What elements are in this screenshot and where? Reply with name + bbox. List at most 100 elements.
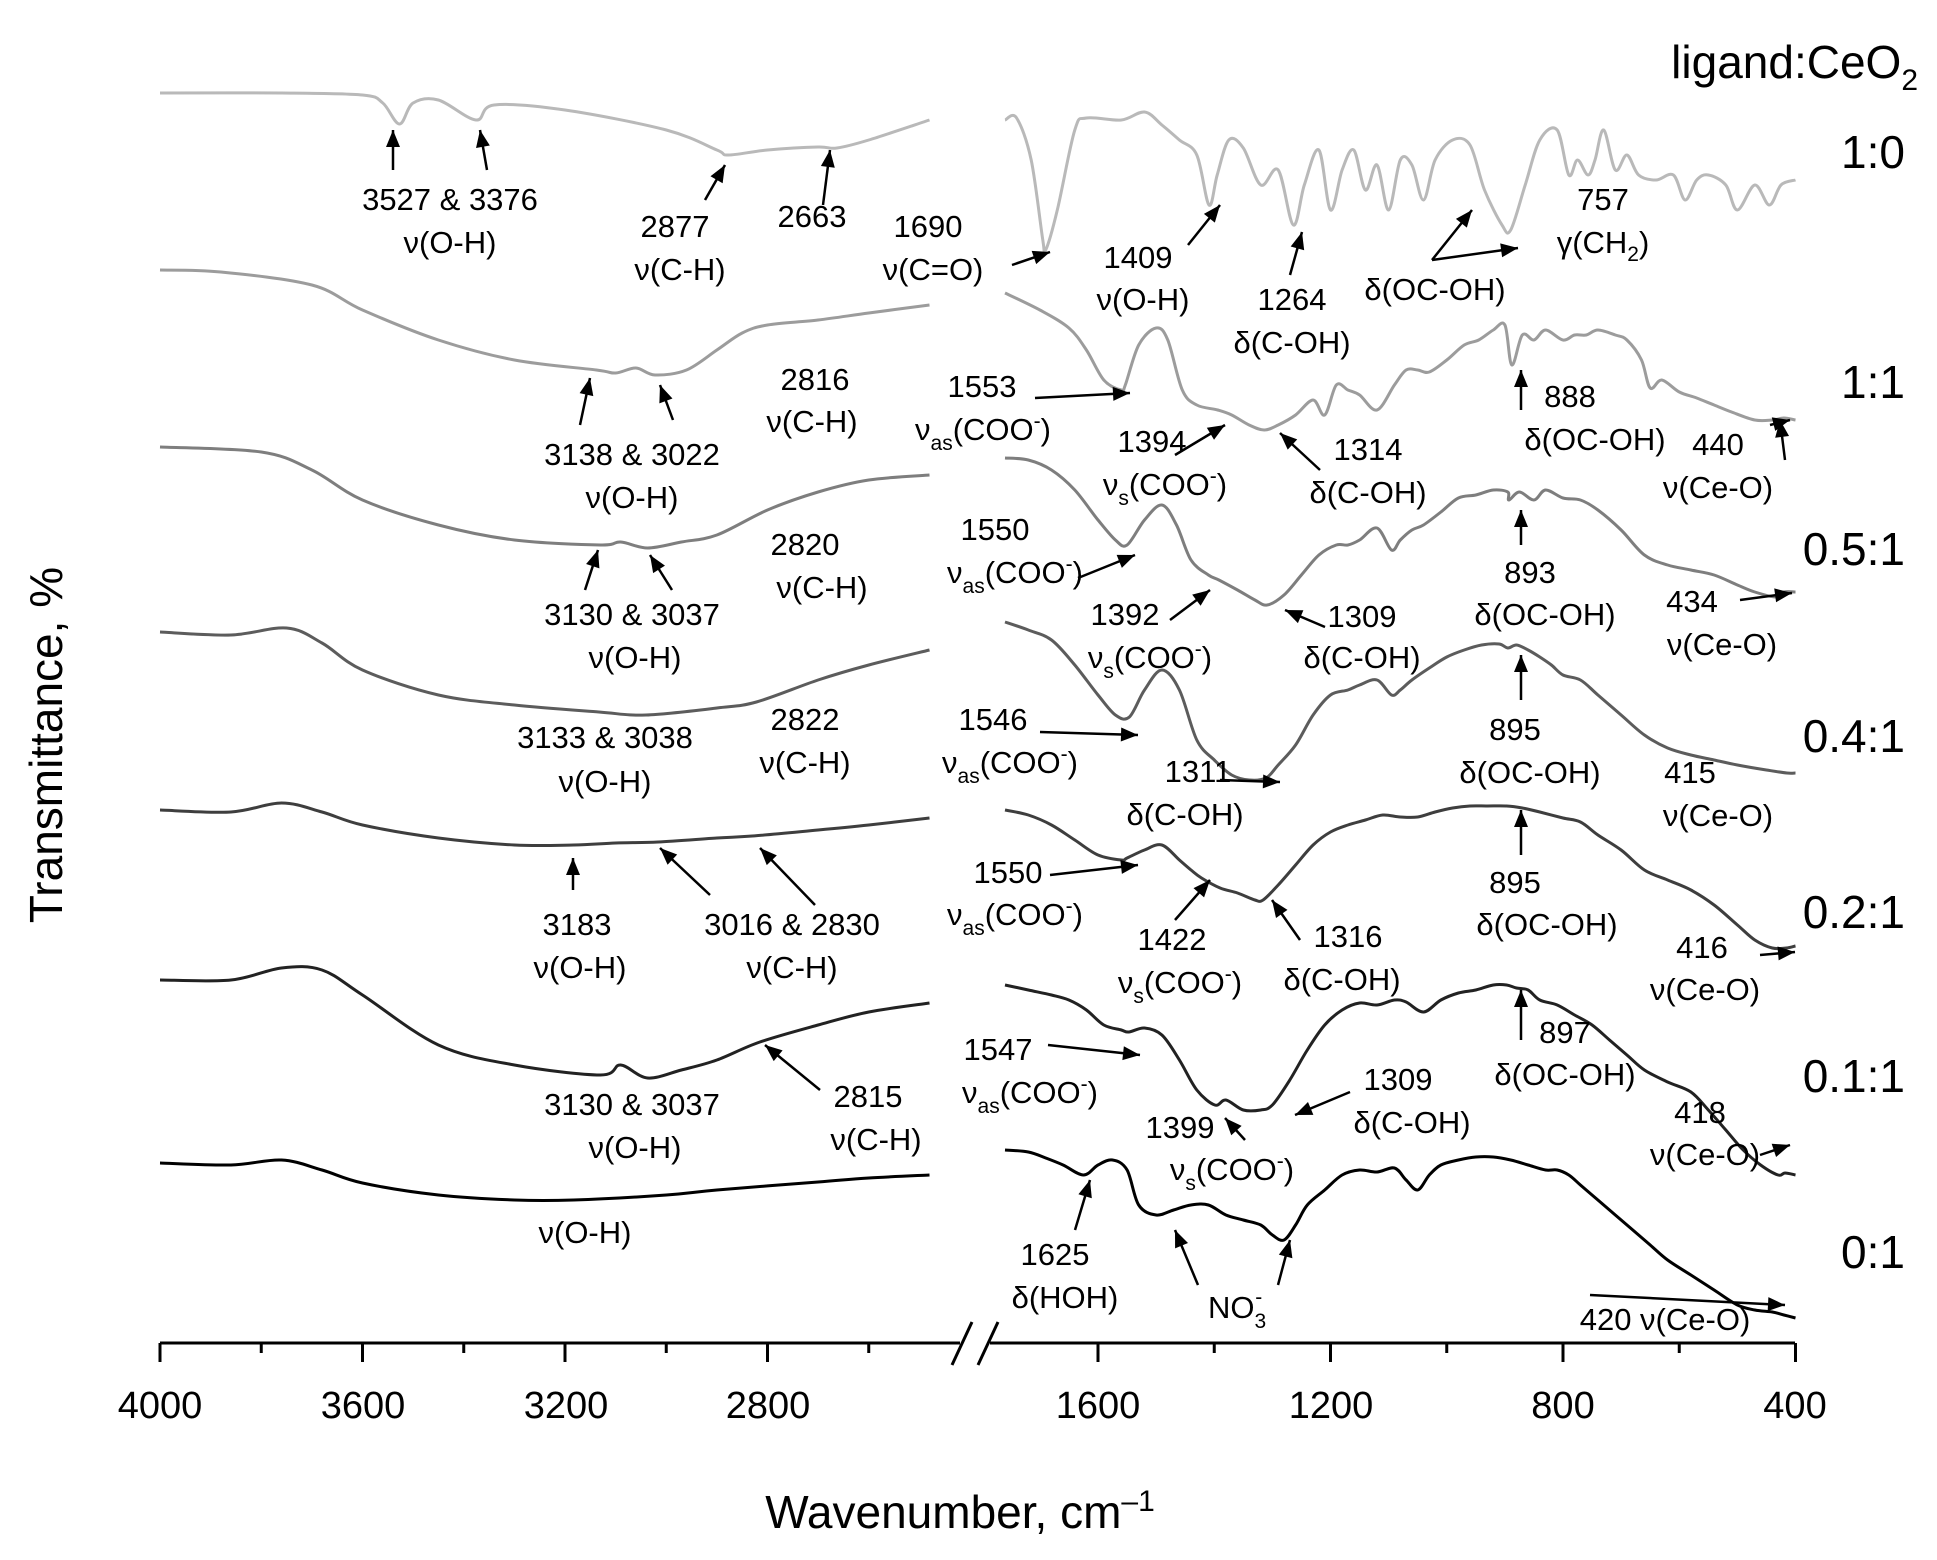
label-1399-mode: νs(COO-) — [1170, 1150, 1294, 1195]
ratio-label-0-1-1: 0.1:1 — [1803, 1050, 1905, 1102]
annotation-arrow-head-3 — [820, 150, 835, 168]
annotation-arrow-head-13 — [1206, 425, 1225, 440]
spectrum-1-0-right — [1004, 110, 1796, 255]
y-axis-title: Transmittance, % — [20, 567, 72, 923]
label-1392: 1392 — [1091, 597, 1160, 632]
annotation-arrow-head-34 — [1777, 946, 1795, 961]
annotation-arrow-head-19 — [1116, 554, 1135, 568]
spectrum-0-1-left — [159, 1158, 930, 1203]
annotation-arrow-head-8 — [1500, 243, 1518, 258]
label-415-mode: ν(Ce-O) — [1663, 798, 1773, 833]
label-3133-mode: ν(O-H) — [559, 764, 652, 799]
label-1264: 1264 — [1258, 282, 1327, 317]
label-2816: 2816 — [781, 362, 850, 397]
label-1550-a: 1550 — [961, 512, 1030, 547]
label-895-b: 895 — [1489, 865, 1541, 900]
label-897: 897 — [1539, 1015, 1591, 1050]
label-2815-mode: ν(C-H) — [830, 1122, 921, 1157]
label-1690-mode: ν(C=O) — [883, 252, 984, 287]
spectrum-0-4-1-left — [159, 626, 930, 717]
annotation-arrow-head-42 — [1175, 1230, 1189, 1249]
annotation-arrow-head-38 — [1295, 1101, 1314, 1115]
label-1422: 1422 — [1138, 922, 1207, 957]
annotations-0-5-1: 3130 & 3037 ν(O-H) 2820 ν(C-H) 1550 νas(… — [544, 512, 1777, 683]
label-2822: 2822 — [771, 702, 840, 737]
x-axis-title: Wavenumber, cm–1 — [765, 1485, 1155, 1538]
label-1392-mode: νs(COO-) — [1088, 638, 1212, 683]
spectrum-0-1-1-right — [1004, 983, 1796, 1177]
x-tick-label-3600: 3600 — [321, 1385, 406, 1427]
annotation-arrow-head-36 — [1122, 1046, 1140, 1061]
label-2820: 2820 — [771, 527, 840, 562]
spectrum-0-1-right — [1004, 1148, 1796, 1320]
annotation-arrow-head-16 — [1775, 420, 1790, 438]
annotation-arrow-head-43 — [1278, 1240, 1293, 1259]
label-2877-mode: ν(C-H) — [634, 252, 725, 287]
label-440: 440 — [1692, 427, 1744, 462]
label-1311-mode: δ(C-OH) — [1126, 797, 1243, 832]
x-tick-label-2800: 2800 — [726, 1385, 811, 1427]
annotation-arrow-head-37 — [1225, 1118, 1242, 1136]
label-1547: 1547 — [964, 1032, 1033, 1067]
x-tick-label-1600: 1600 — [1056, 1385, 1141, 1427]
label-897-mode: δ(OC-OH) — [1494, 1057, 1635, 1092]
annotation-arrow-head-32 — [1272, 900, 1288, 918]
label-2816-mode: ν(C-H) — [766, 404, 857, 439]
label-895-mode-a: δ(OC-OH) — [1459, 755, 1600, 790]
annotation-arrow-head-40 — [1771, 1143, 1790, 1158]
label-757: 757 — [1577, 182, 1629, 217]
label-1546: 1546 — [959, 702, 1028, 737]
label-3133-3038: 3133 & 3038 — [517, 720, 693, 755]
label-895-a: 895 — [1489, 712, 1541, 747]
annotation-arrow-line-44 — [1589, 1293, 1786, 1307]
label-1394-mode: νs(COO-) — [1103, 465, 1227, 510]
label-3527-3376: 3527 & 3376 — [362, 182, 538, 217]
x-ticks — [158, 1343, 1797, 1362]
annotation-arrow-head-23 — [1774, 588, 1792, 603]
annotation-arrow-head-39 — [1514, 990, 1528, 1007]
spectrum-1-0-left — [159, 91, 930, 157]
annotation-arrow-head-15 — [1514, 370, 1528, 387]
annotation-arrow-head-11 — [659, 385, 673, 404]
annotation-arrow-head-12 — [1112, 386, 1130, 401]
label-1553-mode: νas(COO-) — [915, 410, 1051, 455]
label-1550-mode-b: νas(COO-) — [947, 895, 1083, 940]
label-434-mode: ν(Ce-O) — [1667, 627, 1777, 662]
x-tick-label-800: 800 — [1531, 1385, 1594, 1427]
label-3016-mode: ν(C-H) — [746, 950, 837, 985]
axis-break-mark-2 — [976, 1321, 1000, 1366]
label-1309-a: 1309 — [1328, 599, 1397, 634]
spectrum-0-2-1-right — [1004, 804, 1796, 951]
ratio-label-0-5-1: 0.5:1 — [1803, 523, 1905, 575]
spectrum-1-1-right — [1004, 291, 1796, 432]
annotations-1-1: 3138 & 3022 ν(O-H) 2816 ν(C-H) 1553 νas(… — [544, 362, 1773, 515]
label-3130-mode-a: ν(O-H) — [589, 640, 682, 675]
label-888-mode: δ(OC-OH) — [1524, 422, 1665, 457]
annotation-arrow-head-26 — [1514, 655, 1528, 672]
label-1625-mode: δ(HOH) — [1012, 1280, 1119, 1315]
ratio-label-1-1: 1:1 — [1841, 356, 1905, 408]
label-3016-2830: 3016 & 2830 — [704, 907, 880, 942]
annotation-arrow-head-17 — [586, 550, 600, 569]
annotations-1-0: 3527 & 3376 ν(O-H) 2877 ν(C-H) 2663 1690… — [362, 182, 1649, 360]
x-tick-label-3200: 3200 — [524, 1385, 609, 1427]
label-1553: 1553 — [948, 369, 1017, 404]
annotation-arrow-head-20 — [1192, 590, 1210, 606]
label-1316-mode: δ(C-OH) — [1283, 962, 1400, 997]
label-893: 893 — [1504, 555, 1556, 590]
x-tick-label-1200: 1200 — [1289, 1385, 1374, 1427]
label-895-mode-b: δ(OC-OH) — [1476, 907, 1617, 942]
label-893-mode: δ(OC-OH) — [1474, 597, 1615, 632]
annotation-arrow-head-28 — [660, 848, 678, 865]
annotation-arrow-head-7 — [1455, 210, 1472, 228]
label-1394: 1394 — [1118, 424, 1187, 459]
label-1309-mode-b: δ(C-OH) — [1353, 1105, 1470, 1140]
label-1264-mode: δ(C-OH) — [1233, 325, 1350, 360]
annotation-arrow-head-30 — [1120, 859, 1138, 874]
label-1547-mode: νas(COO-) — [962, 1073, 1098, 1118]
label-888: 888 — [1544, 379, 1596, 414]
annotation-arrow-head-5 — [1203, 205, 1220, 223]
label-3130-3037-a: 3130 & 3037 — [544, 597, 720, 632]
label-3138-3022: 3138 & 3022 — [544, 437, 720, 472]
annotation-arrow-head-2 — [710, 165, 725, 184]
